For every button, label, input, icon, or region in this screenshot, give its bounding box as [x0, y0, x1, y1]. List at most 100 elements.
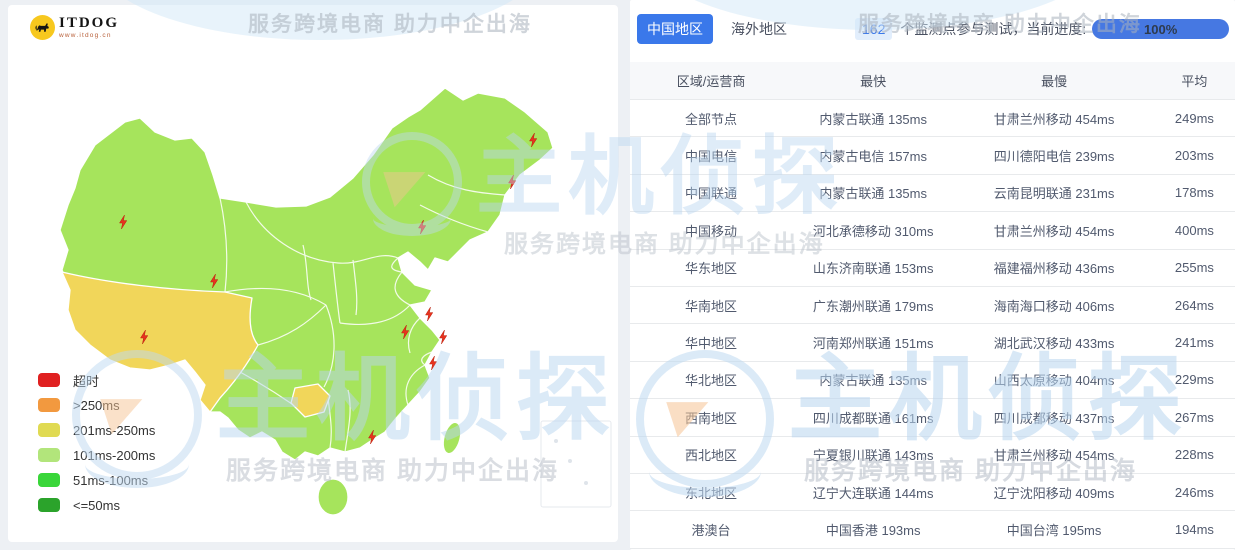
hainan-island: [317, 478, 349, 516]
average-cell: 255ms: [1174, 260, 1214, 276]
lightning-marker-icon: [529, 132, 538, 148]
legend-label: 101ms-200ms: [73, 447, 156, 463]
toolbar: 中国地区 海外地区 162 个监测点参与测试，当前进度: 100%: [630, 0, 1235, 44]
table-row: 东北地区 辽宁大连联通 144ms 辽宁沈阳移动 409ms 246ms: [630, 474, 1235, 512]
average-cell: 267ms: [1174, 409, 1214, 425]
slowest-cell: 湖北武汉移动 433ms: [993, 336, 1115, 352]
status-text: 个监测点参与测试，当前进度:: [900, 21, 1087, 37]
brand-name: ITDOG: [59, 14, 120, 31]
average-cell: 400ms: [1174, 222, 1214, 238]
fastest-cell: 辽宁大连联通 144ms: [812, 485, 934, 501]
results-panel: 中国地区 海外地区 162 个监测点参与测试，当前进度: 100% 区域/运营商…: [630, 0, 1235, 550]
lightning-marker-icon: [429, 355, 438, 371]
region-cell: 港澳台: [691, 522, 731, 538]
table-header-row: 区域/运营商 最快 最慢 平均: [630, 62, 1235, 100]
legend-item: 超时: [38, 373, 155, 389]
average-cell: 264ms: [1174, 297, 1214, 313]
fastest-cell: 四川成都联通 161ms: [812, 410, 934, 426]
legend-swatch: [38, 373, 60, 387]
lightning-marker-icon: [418, 219, 427, 235]
region-cell: 华中地区: [685, 336, 738, 352]
average-cell: 178ms: [1174, 185, 1214, 201]
guizhou-region-slow: [290, 383, 331, 418]
slowest-cell: 山西太原移动 404ms: [993, 373, 1115, 389]
lightning-marker-icon: [210, 273, 219, 289]
slowest-cell: 云南昆明联通 231ms: [993, 186, 1115, 202]
legend-label: 201ms-250ms: [73, 422, 156, 438]
header-slowest: 最慢: [1041, 74, 1068, 89]
table-row: 中国电信 内蒙古电信 157ms 四川德阳电信 239ms 203ms: [630, 137, 1235, 175]
table-row: 华东地区 山东济南联通 153ms 福建福州移动 436ms 255ms: [630, 250, 1235, 287]
legend-item: 51ms-100ms: [38, 472, 155, 488]
legend-item: >250ms: [38, 398, 155, 413]
legend-item: <=50ms: [38, 497, 155, 513]
slowest-cell: 甘肃兰州移动 454ms: [993, 448, 1115, 464]
lightning-marker-icon: [140, 329, 149, 345]
progress-label: 100%: [1144, 21, 1178, 37]
table-row: 华南地区 广东潮州联通 179ms 海南海口移动 406ms 264ms: [630, 287, 1235, 325]
south-china-sea-inset: [540, 420, 612, 508]
slowest-cell: 四川德阳电信 239ms: [993, 149, 1115, 165]
region-cell: 中国电信: [685, 149, 738, 165]
legend-label: <=50ms: [73, 497, 120, 513]
fastest-cell: 中国香港 193ms: [825, 522, 921, 538]
slowest-cell: 海南海口移动 406ms: [993, 298, 1115, 314]
fastest-cell: 内蒙古联通 135ms: [819, 111, 927, 127]
fastest-cell: 河北承德移动 310ms: [812, 223, 934, 239]
legend-swatch: [38, 423, 60, 437]
results-table: 区域/运营商 最快 最慢 平均 全部节点 内蒙古联通 135ms 甘肃兰州移动 …: [630, 62, 1235, 549]
tab-china-region[interactable]: 中国地区: [637, 14, 713, 44]
average-cell: 194ms: [1174, 521, 1214, 537]
average-cell: 241ms: [1174, 335, 1214, 351]
legend-swatch: [38, 473, 60, 487]
fastest-cell: 内蒙古联通 135ms: [819, 373, 927, 389]
fastest-cell: 内蒙古电信 157ms: [819, 149, 927, 165]
slowest-cell: 甘肃兰州移动 454ms: [993, 111, 1115, 127]
legend-label: 51ms-100ms: [73, 472, 149, 488]
average-cell: 228ms: [1174, 447, 1214, 463]
table-row: 港澳台 中国香港 193ms 中国台湾 195ms 194ms: [630, 511, 1235, 549]
table-body: 全部节点 内蒙古联通 135ms 甘肃兰州移动 454ms 249ms 中国电信…: [630, 100, 1235, 549]
slowest-cell: 甘肃兰州移动 454ms: [993, 223, 1115, 239]
average-cell: 229ms: [1174, 372, 1214, 388]
header-region: 区域/运营商: [676, 74, 746, 89]
region-cell: 西南地区: [685, 410, 738, 426]
legend-item: 101ms-200ms: [38, 447, 156, 463]
tibet-region-slow: [61, 271, 259, 413]
lightning-marker-icon: [439, 329, 448, 345]
average-cell: 203ms: [1174, 148, 1214, 164]
table-row: 中国联通 内蒙古联通 135ms 云南昆明联通 231ms 178ms: [630, 175, 1235, 213]
lightning-marker-icon: [119, 214, 128, 230]
itdog-logo[interactable]: ITDOG www.itdog.cn: [30, 15, 119, 40]
fastest-cell: 内蒙古联通 135ms: [819, 186, 927, 202]
taiwan-island: [442, 421, 462, 455]
region-cell: 华南地区: [685, 298, 738, 314]
average-cell: 246ms: [1174, 484, 1214, 500]
lightning-marker-icon: [425, 306, 434, 322]
table-row: 西南地区 四川成都联通 161ms 四川成都移动 437ms 267ms: [630, 399, 1235, 437]
region-cell: 华东地区: [685, 261, 738, 277]
table-row: 华中地区 河南郑州联通 151ms 湖北武汉移动 433ms 241ms: [630, 324, 1235, 362]
header-average: 平均: [1181, 74, 1208, 89]
china-map[interactable]: [8, 5, 618, 542]
table-row: 西北地区 宁夏银川联通 143ms 甘肃兰州移动 454ms 228ms: [630, 437, 1235, 474]
fastest-cell: 宁夏银川联通 143ms: [812, 448, 934, 464]
header-fastest: 最快: [860, 74, 887, 89]
progress-bar: 100%: [1092, 19, 1229, 39]
latency-legend: 超时 >250ms 201ms-250ms 101ms-200ms 51ms-1…: [38, 373, 156, 513]
region-cell: 西北地区: [685, 448, 738, 464]
slowest-cell: 福建福州移动 436ms: [993, 261, 1115, 277]
tab-overseas-region[interactable]: 海外地区: [721, 14, 797, 44]
region-cell: 中国联通: [685, 186, 738, 202]
legend-label: 超时: [73, 373, 100, 389]
lightning-marker-icon: [368, 429, 377, 445]
slowest-cell: 中国台湾 195ms: [1006, 522, 1102, 538]
lightning-marker-icon: [401, 324, 410, 340]
legend-swatch: [38, 498, 60, 512]
table-row: 全部节点 内蒙古联通 135ms 甘肃兰州移动 454ms 249ms: [630, 100, 1235, 138]
province-borders: [219, 174, 506, 453]
table-row: 中国移动 河北承德移动 310ms 甘肃兰州移动 454ms 400ms: [630, 212, 1235, 250]
table-row: 华北地区 内蒙古联通 135ms 山西太原移动 404ms 229ms: [630, 362, 1235, 400]
itdog-dog-icon: [30, 15, 55, 40]
